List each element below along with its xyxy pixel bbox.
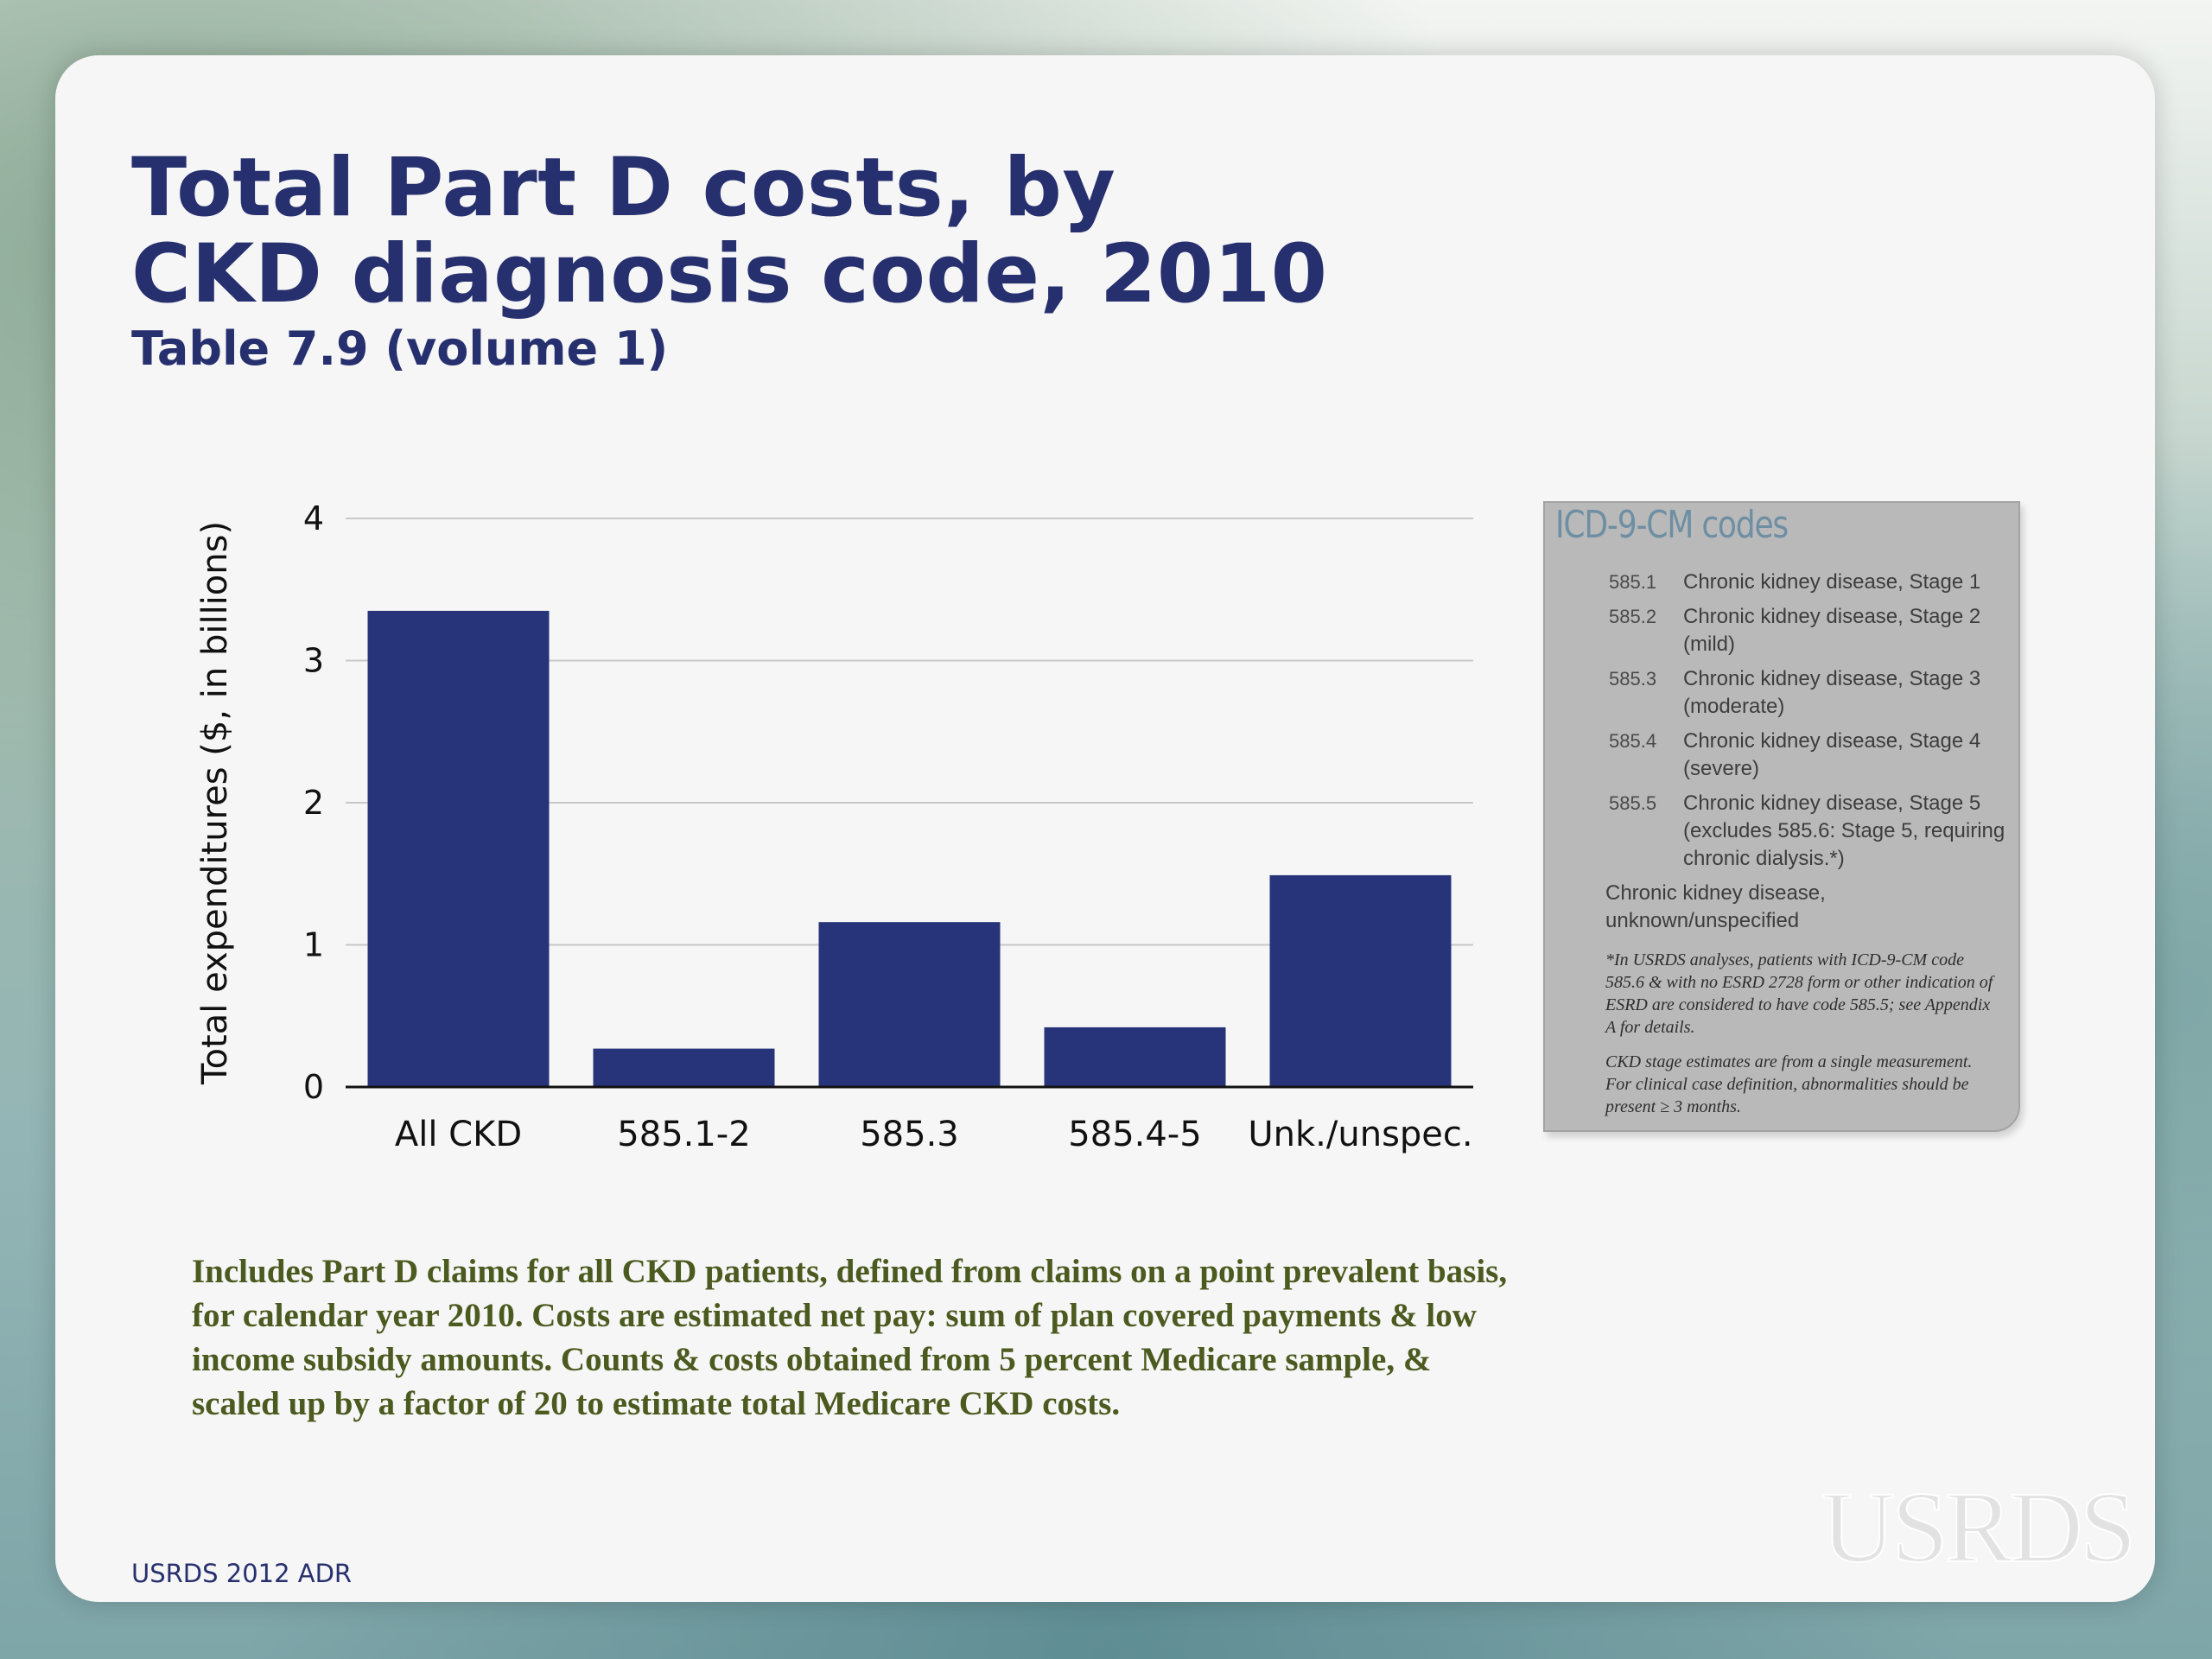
y-tick-label: 3 <box>303 642 324 680</box>
y-axis-label: Total expenditures ($, in billions) <box>195 521 235 1085</box>
x-tick-label: 585.3 <box>860 1115 959 1154</box>
legend-description: Chronic kidney disease, Stage 4 (severe) <box>1683 729 1981 780</box>
bar <box>367 610 550 1087</box>
source-label: USRDS 2012 ADR <box>131 1559 353 1588</box>
legend-description: Chronic kidney disease, Stage 3 (moderat… <box>1683 667 1981 718</box>
legend-row: 585.3 Chronic kidney disease, Stage 3 (m… <box>1545 665 2018 721</box>
chart-footnote: Includes Part D claims for all CKD patie… <box>192 1253 1508 1422</box>
bar <box>593 1048 775 1087</box>
legend-description: Chronic kidney disease, Stage 5 (exclude… <box>1683 791 2005 870</box>
legend-code: 585.5 <box>1609 792 1657 814</box>
legend-note: *In USRDS analyses, patients with ICD-9-… <box>1605 950 1993 1037</box>
y-tick-label: 4 <box>303 499 324 537</box>
x-tick-label: All CKD <box>395 1115 522 1154</box>
slide-title: Total Part D costs, by CKD diagnosis cod… <box>131 145 1328 318</box>
legend-title: ICD-9-CM codes <box>1555 503 1789 547</box>
slide-subtitle: Table 7.9 (volume 1) <box>131 321 669 376</box>
legend-note: CKD stage estimates are from a single me… <box>1605 1052 1973 1116</box>
legend-code: 585.2 <box>1609 606 1657 627</box>
y-tick-label: 1 <box>303 926 324 964</box>
legend-description: Chronic kidney disease, Stage 2 (mild) <box>1683 605 1981 656</box>
legend-row: 585.5 Chronic kidney disease, Stage 5 (e… <box>1545 790 2018 873</box>
legend-code: 585.4 <box>1609 730 1657 752</box>
bar <box>1044 1027 1226 1087</box>
usrds-logo: USRDS <box>1821 1470 2137 1585</box>
legend-row: 585.4 Chronic kidney disease, Stage 4 (s… <box>1545 728 2018 783</box>
bar <box>818 922 1001 1087</box>
legend-description: Chronic kidney disease, Stage 1 <box>1683 570 1981 594</box>
legend-row: 585.2 Chronic kidney disease, Stage 2 (m… <box>1545 603 2018 658</box>
legend-row: 585.1 Chronic kidney disease, Stage 1 <box>1545 569 2018 596</box>
icd-codes-legend: ICD-9-CM codes 585.1 Chronic kidney dise… <box>1543 501 2020 1132</box>
x-tick-label: Unk./unspec. <box>1248 1115 1472 1154</box>
legend-unspecified-text: Chronic kidney disease, unknown/unspecif… <box>1605 881 1826 932</box>
bar <box>1269 874 1452 1087</box>
y-tick-label: 0 <box>303 1068 324 1106</box>
legend-rows: 585.1 Chronic kidney disease, Stage 1 58… <box>1545 569 2018 1118</box>
legend-code: 585.1 <box>1609 571 1657 593</box>
title-line-1: Total Part D costs, by <box>131 141 1116 235</box>
y-tick-label: 2 <box>303 784 324 822</box>
x-tick-label: 585.4-5 <box>1068 1115 1201 1154</box>
title-line-2: CKD diagnosis code, 2010 <box>131 227 1328 321</box>
legend-code: 585.3 <box>1609 668 1657 690</box>
bar-chart: 0 1 2 3 4 All CKD 585.1-2 585.3 585.4-5 Unk./unsp… <box>195 499 1473 1154</box>
x-tick-label: 585.1-2 <box>617 1115 750 1154</box>
